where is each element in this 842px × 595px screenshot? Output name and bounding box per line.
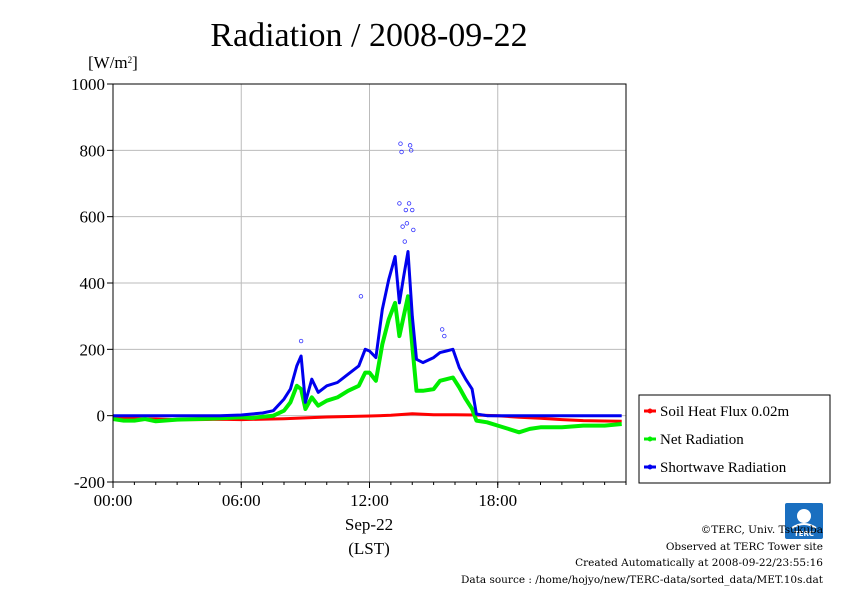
spike-point	[408, 148, 414, 153]
y-tick-label: 1000	[71, 75, 105, 94]
footer-created: Created Automatically at 2008-09-22/23:5…	[575, 557, 823, 569]
spike-point	[398, 141, 403, 146]
y-tick-label: -200	[74, 473, 105, 492]
y-tick-label: 400	[80, 274, 106, 293]
x-tick-label: 00:00	[94, 491, 133, 510]
spike-point	[406, 201, 412, 206]
x-axis-date-label: Sep-22	[345, 515, 393, 534]
plot-frame	[112, 83, 627, 483]
spike-point	[439, 327, 445, 332]
spike-points	[298, 141, 447, 344]
spike-point	[402, 239, 407, 244]
legend-marker	[647, 408, 653, 414]
series-lines	[112, 250, 622, 435]
footer-source: Data source : /home/hojyo/new/TERC-data/…	[461, 574, 824, 586]
y-tick-label: 600	[80, 208, 106, 227]
legend: Soil Heat Flux 0.02m Net Radiation Shortwa…	[638, 394, 831, 484]
spike-point	[358, 294, 364, 299]
spike-point	[400, 224, 405, 229]
y-tick-label: 800	[80, 141, 106, 160]
terc-logo: TERC	[785, 503, 823, 539]
y-axis-ticks: -200 0 200 400 600 800 1000	[71, 75, 113, 492]
footer-observed: Observed at TERC Tower site	[666, 541, 823, 553]
x-axis-ticks: 00:00 06:00 12:00 18:00	[94, 482, 627, 510]
legend-marker	[647, 436, 653, 442]
spike-point	[410, 207, 415, 213]
footer-copyright: ©TERC, Univ. Tsukuba	[701, 524, 823, 536]
grid-lines	[112, 83, 626, 483]
y-tick-label: 0	[97, 407, 106, 426]
series-line	[113, 250, 622, 418]
spike-point	[397, 201, 402, 206]
spike-point	[442, 333, 447, 339]
legend-label: Net Radiation	[660, 432, 744, 448]
y-axis-unit-label: [W/m2]	[88, 53, 138, 72]
spike-point	[411, 227, 416, 233]
spike-point	[407, 143, 413, 148]
series-line	[112, 294, 622, 435]
spike-point	[403, 207, 409, 213]
y-tick-label: 200	[80, 340, 106, 359]
logo-text: TERC	[794, 530, 814, 538]
spike-point	[399, 149, 404, 155]
legend-label: Shortwave Radiation	[660, 460, 787, 476]
spike-point	[298, 338, 304, 344]
x-tick-label: 06:00	[222, 491, 261, 510]
spike-point	[404, 221, 410, 226]
x-tick-label: 12:00	[350, 491, 389, 510]
x-axis-timezone-label: (LST)	[348, 539, 390, 558]
legend-marker	[647, 464, 653, 470]
chart-title: Radiation / 2008-09-22	[210, 17, 527, 54]
legend-label: Soil Heat Flux 0.02m	[660, 404, 790, 420]
x-tick-label: 18:00	[478, 491, 517, 510]
